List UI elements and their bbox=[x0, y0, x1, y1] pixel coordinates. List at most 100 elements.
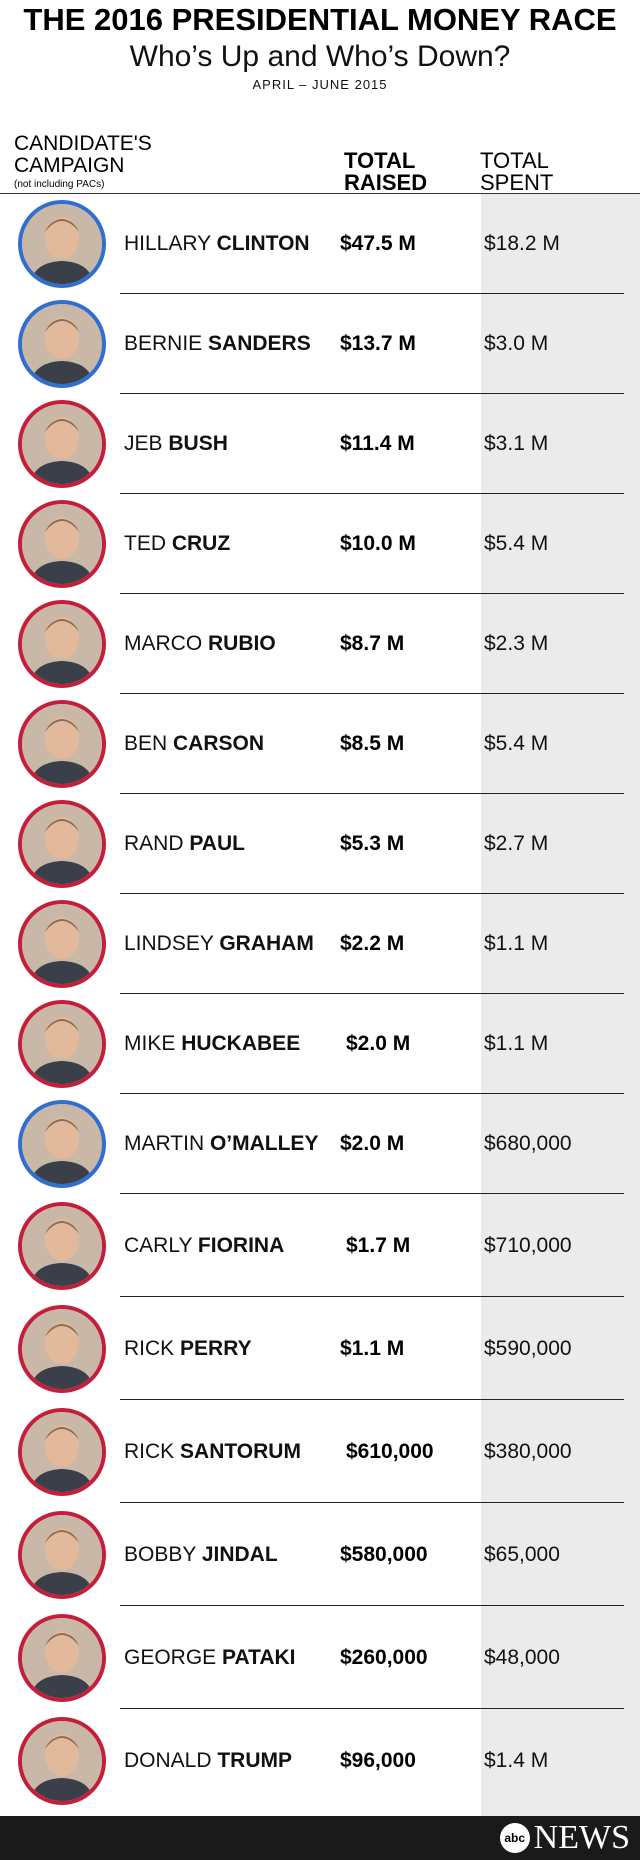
column-header-spent: TOTAL SPENT bbox=[480, 150, 553, 194]
candidate-first-name: BEN bbox=[124, 732, 174, 755]
candidate-first-name: MIKE bbox=[124, 1032, 182, 1055]
total-raised-value: $5.3 M bbox=[340, 832, 405, 855]
total-spent-value: $380,000 bbox=[484, 1440, 572, 1463]
table-row: CARLY FIORINA $1.7 M $710,000 bbox=[0, 1194, 640, 1297]
page-title: THE 2016 PRESIDENTIAL MONEY RACE bbox=[23, 2, 617, 37]
person-silhouette-icon bbox=[22, 1309, 102, 1389]
candidate-last-name: BUSH bbox=[168, 432, 228, 455]
candidate-name: RAND PAUL bbox=[124, 832, 245, 856]
candidate-last-name: SANDERS bbox=[208, 332, 311, 355]
total-raised-value: $1.1 M bbox=[340, 1337, 405, 1360]
total-spent-value: $65,000 bbox=[484, 1543, 560, 1566]
news-logo-text: NEWS bbox=[533, 1819, 630, 1856]
row-divider bbox=[120, 893, 624, 894]
date-range: APRIL – JUNE 2015 bbox=[252, 77, 388, 92]
person-silhouette-icon bbox=[22, 1515, 102, 1595]
abc-news-logo: abc NEWS bbox=[499, 1819, 630, 1856]
total-spent-value: $18.2 M bbox=[484, 232, 560, 255]
row-divider bbox=[120, 293, 624, 294]
candidate-name: BERNIE SANDERS bbox=[124, 332, 311, 356]
abc-logo-circle: abc bbox=[499, 1823, 530, 1853]
person-silhouette-icon bbox=[22, 604, 102, 684]
candidate-name: RICK PERRY bbox=[124, 1337, 252, 1361]
candidate-first-name: DONALD bbox=[124, 1749, 218, 1772]
table-row: MIKE HUCKABEE $2.0 M $1.1 M bbox=[0, 994, 640, 1094]
table-row: BERNIE SANDERS $13.7 M $3.0 M bbox=[0, 294, 640, 394]
total-raised-value: $1.7 M bbox=[346, 1234, 411, 1257]
candidate-first-name: RICK bbox=[124, 1337, 181, 1360]
candidate-photo bbox=[18, 600, 106, 688]
row-divider bbox=[120, 493, 624, 494]
candidate-first-name: MARTIN bbox=[124, 1132, 210, 1155]
candidate-last-name: GRAHAM bbox=[219, 932, 314, 955]
total-spent-value: $3.0 M bbox=[484, 332, 549, 355]
candidate-name: BOBBY JINDAL bbox=[124, 1543, 278, 1567]
total-spent-value: $1.4 M bbox=[484, 1749, 549, 1772]
candidate-first-name: RAND bbox=[124, 832, 190, 855]
candidate-name: RICK SANTORUM bbox=[124, 1440, 301, 1464]
candidate-first-name: BERNIE bbox=[124, 332, 209, 355]
total-raised-value: $47.5 M bbox=[340, 232, 416, 255]
candidate-last-name: PATAKI bbox=[222, 1646, 296, 1669]
candidate-first-name: BOBBY bbox=[124, 1543, 202, 1566]
table-row: LINDSEY GRAHAM $2.2 M $1.1 M bbox=[0, 894, 640, 994]
candidate-last-name: JINDAL bbox=[201, 1543, 278, 1566]
row-divider bbox=[120, 393, 624, 394]
total-spent-value: $48,000 bbox=[484, 1646, 560, 1669]
column-header-raised-line2: RAISED bbox=[344, 170, 428, 195]
person-silhouette-icon bbox=[22, 1004, 102, 1084]
total-raised-value: $8.7 M bbox=[340, 632, 405, 655]
candidate-photo bbox=[18, 500, 106, 588]
person-silhouette-icon bbox=[22, 304, 102, 384]
candidate-name: MIKE HUCKABEE bbox=[124, 1032, 300, 1056]
candidate-first-name: JEB bbox=[124, 432, 169, 455]
candidate-photo bbox=[18, 1305, 106, 1393]
total-spent-value: $1.1 M bbox=[484, 1032, 549, 1055]
total-raised-value: $11.4 M bbox=[340, 432, 415, 455]
table-row: TED CRUZ $10.0 M $5.4 M bbox=[0, 494, 640, 594]
candidate-name: CARLY FIORINA bbox=[124, 1234, 284, 1258]
candidate-photo bbox=[18, 1511, 106, 1599]
candidate-name: MARTIN O’MALLEY bbox=[124, 1132, 318, 1156]
candidate-name: BEN CARSON bbox=[124, 732, 264, 756]
candidate-name: DONALD TRUMP bbox=[124, 1749, 292, 1773]
candidate-last-name: HUCKABEE bbox=[181, 1032, 301, 1055]
candidate-last-name: FIORINA bbox=[197, 1234, 285, 1257]
candidate-photo bbox=[18, 1408, 106, 1496]
candidate-last-name: CLINTON bbox=[216, 232, 310, 255]
person-silhouette-icon bbox=[22, 504, 102, 584]
candidate-first-name: LINDSEY bbox=[124, 932, 220, 955]
candidate-photo bbox=[18, 300, 106, 388]
total-raised-value: $10.0 M bbox=[340, 532, 416, 555]
candidate-last-name: RUBIO bbox=[208, 632, 276, 655]
candidate-photo bbox=[18, 1614, 106, 1702]
row-divider bbox=[120, 1296, 624, 1297]
row-divider bbox=[120, 1093, 624, 1094]
candidate-last-name: O’MALLEY bbox=[209, 1132, 319, 1155]
row-divider bbox=[120, 1193, 624, 1194]
table-row: HILLARY CLINTON $47.5 M $18.2 M bbox=[0, 194, 640, 294]
candidate-photo bbox=[18, 1100, 106, 1188]
total-spent-value: $680,000 bbox=[484, 1132, 572, 1155]
table-row: GEORGE PATAKI $260,000 $48,000 bbox=[0, 1606, 640, 1709]
column-header-spent-line2: SPENT bbox=[480, 170, 554, 195]
candidate-photo bbox=[18, 900, 106, 988]
person-silhouette-icon bbox=[22, 1206, 102, 1286]
total-spent-value: $5.4 M bbox=[484, 532, 549, 555]
table-row: RAND PAUL $5.3 M $2.7 M bbox=[0, 794, 640, 894]
person-silhouette-icon bbox=[22, 1721, 102, 1801]
total-raised-value: $610,000 bbox=[346, 1440, 434, 1463]
person-silhouette-icon bbox=[22, 1412, 102, 1492]
row-divider bbox=[120, 593, 624, 594]
candidate-name: JEB BUSH bbox=[124, 432, 228, 456]
row-divider bbox=[120, 1502, 624, 1503]
candidate-last-name: CARSON bbox=[173, 732, 265, 755]
total-raised-value: $8.5 M bbox=[340, 732, 405, 755]
candidate-first-name: CARLY bbox=[124, 1234, 198, 1257]
total-raised-value: $2.0 M bbox=[340, 1132, 405, 1155]
candidate-photo bbox=[18, 1202, 106, 1290]
row-divider bbox=[120, 993, 624, 994]
person-silhouette-icon bbox=[22, 804, 102, 884]
column-header-raised-line1: TOTAL bbox=[344, 148, 416, 173]
candidate-last-name: PERRY bbox=[180, 1337, 252, 1360]
